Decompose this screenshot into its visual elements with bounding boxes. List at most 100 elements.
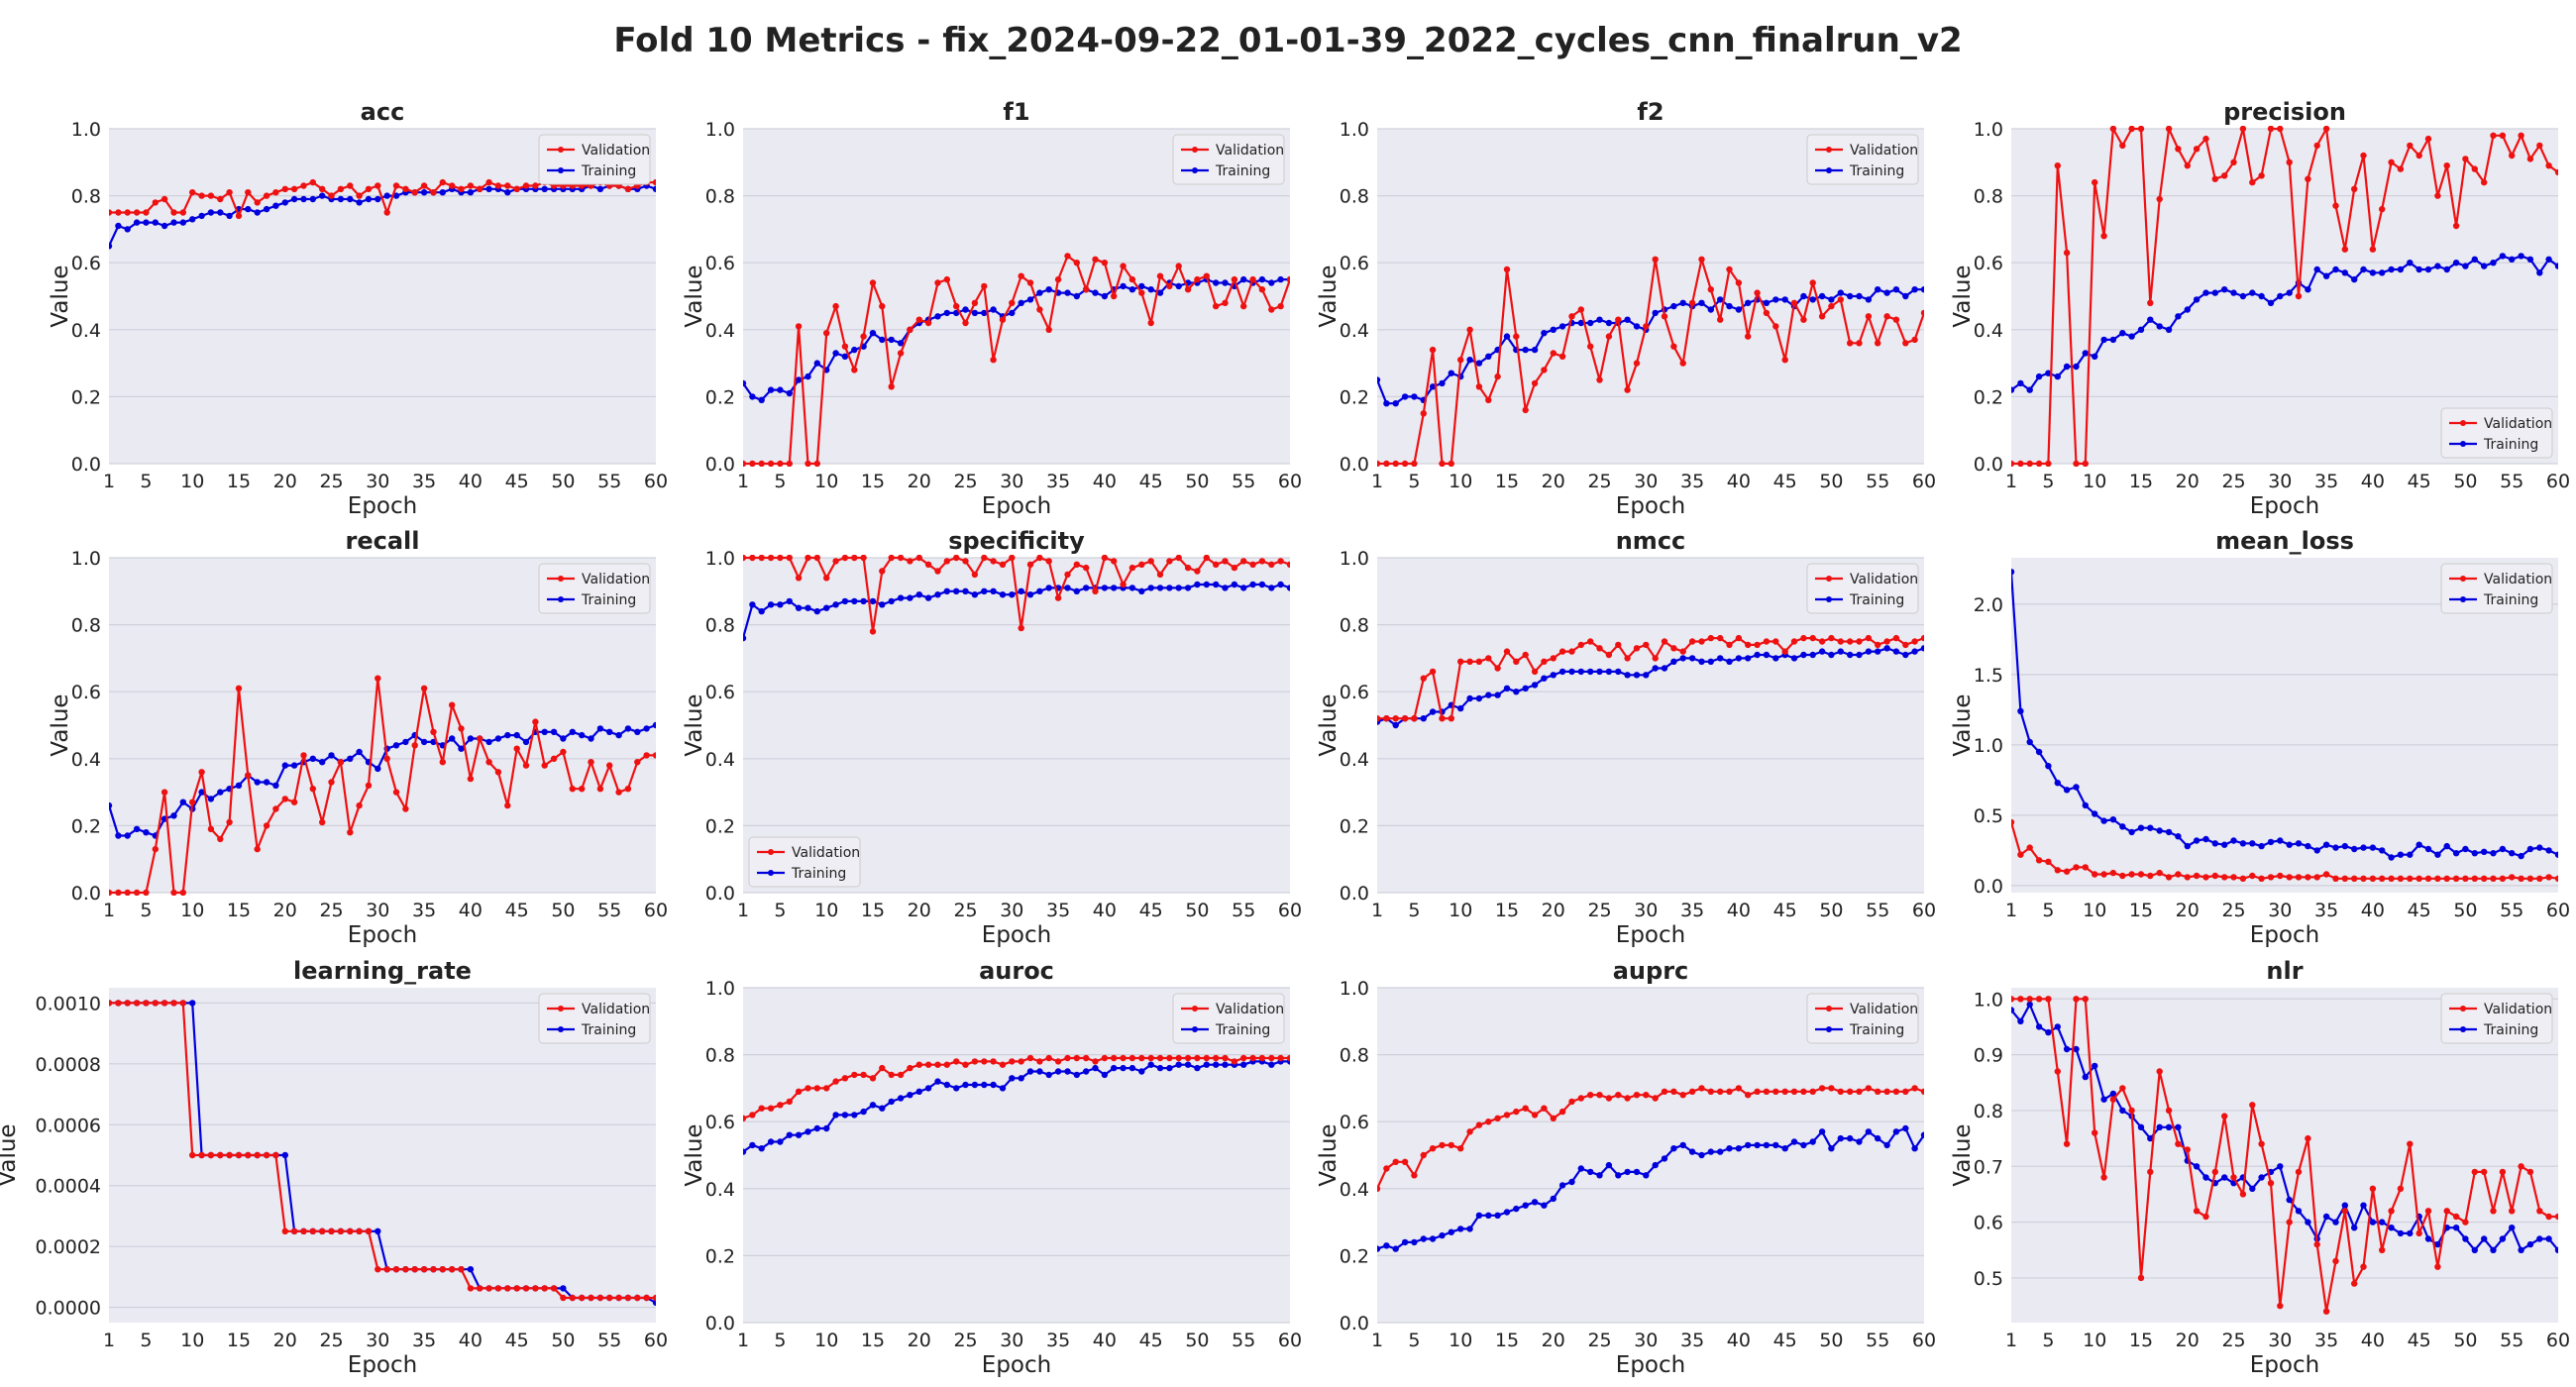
- data-point-training: [934, 313, 941, 320]
- data-point-validation: [1615, 1092, 1622, 1099]
- data-point-training: [179, 219, 186, 226]
- data-point-validation: [2554, 875, 2558, 882]
- x-tick-label: 45: [1773, 471, 1797, 492]
- data-point-training: [1670, 1145, 1677, 1152]
- data-point-validation: [2509, 1208, 2516, 1215]
- data-point-validation: [392, 182, 400, 189]
- y-axis-label: Value: [682, 694, 707, 756]
- data-point-validation: [430, 189, 437, 196]
- data-point-validation: [254, 1151, 261, 1159]
- x-tick-label: 40: [1093, 1330, 1117, 1351]
- data-point-training: [971, 1081, 979, 1089]
- panel-specificity: 0.00.20.40.60.81.01 5 10 15 20 25 30 35 40 45 50 55…: [682, 527, 1302, 948]
- data-point-training: [2054, 1023, 2061, 1030]
- data-point-validation: [2156, 1068, 2163, 1075]
- x-tick-label: 40: [2361, 1330, 2385, 1351]
- data-point-validation: [1249, 1054, 1256, 1062]
- data-point-training: [1587, 319, 1594, 327]
- data-point-validation: [300, 752, 307, 759]
- data-point-training: [2128, 333, 2135, 340]
- data-point-training: [2545, 847, 2552, 854]
- data-point-validation: [1661, 1088, 1668, 1096]
- data-point-training: [272, 202, 279, 209]
- data-point-training: [1615, 668, 1622, 676]
- series-group: [2011, 569, 2558, 882]
- data-point-validation: [2332, 202, 2339, 209]
- data-point-validation: [504, 1285, 511, 1292]
- data-point-training: [319, 192, 326, 199]
- data-point-training: [115, 222, 122, 230]
- data-point-training: [805, 373, 811, 380]
- x-tick-label: 10: [1449, 471, 1472, 492]
- data-point-training: [579, 731, 586, 739]
- data-point-validation: [439, 1266, 446, 1273]
- data-point-validation: [2073, 460, 2080, 467]
- data-point-validation: [1194, 1054, 1201, 1062]
- data-point-training: [1911, 286, 1918, 293]
- data-point-validation: [1156, 571, 1164, 579]
- data-point-validation: [115, 1000, 122, 1007]
- data-point-validation: [1531, 379, 1539, 387]
- data-point-training: [1726, 658, 1733, 665]
- data-point-training: [1883, 645, 1890, 652]
- data-point-training: [2443, 266, 2450, 273]
- data-point-validation: [1494, 1115, 1501, 1122]
- data-point-training: [1679, 299, 1686, 306]
- data-point-validation: [1772, 323, 1779, 330]
- data-point-training: [1258, 275, 1266, 283]
- data-point-validation: [179, 209, 186, 216]
- data-point-training: [652, 1299, 656, 1306]
- data-point-validation: [281, 1227, 288, 1235]
- x-axis-label: Epoch: [1616, 493, 1685, 519]
- data-point-training: [2286, 289, 2293, 296]
- data-point-validation: [1781, 357, 1788, 364]
- data-point-training: [2452, 1225, 2460, 1231]
- data-point-training: [2369, 269, 2377, 276]
- data-point-training: [1156, 289, 1164, 296]
- x-tick-label: 40: [459, 471, 483, 492]
- data-point-training: [560, 1285, 567, 1292]
- data-point-validation: [179, 1000, 186, 1007]
- x-tick-label: 15: [2129, 471, 2153, 492]
- data-point-training: [897, 594, 905, 601]
- x-tick-label: 20: [1542, 1330, 1565, 1351]
- data-point-validation: [1883, 1088, 1890, 1096]
- data-point-validation: [2193, 146, 2200, 153]
- data-point-training: [2202, 1174, 2209, 1181]
- data-point-validation: [915, 1061, 922, 1068]
- data-point-validation: [1083, 286, 1090, 293]
- y-tick-label: 0.8: [1974, 1101, 2003, 1122]
- data-point-validation: [1420, 1151, 1428, 1159]
- data-point-training: [1892, 648, 1900, 655]
- data-point-validation: [1222, 299, 1229, 306]
- data-point-training: [1401, 393, 1409, 400]
- data-point-validation: [1550, 655, 1557, 662]
- data-point-training: [309, 755, 316, 762]
- data-point-validation: [1558, 1108, 1566, 1116]
- data-point-training: [2481, 263, 2488, 269]
- data-point-training: [869, 1102, 877, 1109]
- series-group: [1377, 256, 1924, 467]
- data-point-validation: [2277, 872, 2284, 880]
- data-point-training: [1147, 585, 1154, 591]
- data-point-validation: [2305, 175, 2311, 182]
- data-point-training: [749, 393, 756, 400]
- x-tick-label: 20: [908, 471, 931, 492]
- x-tick-label: 45: [1139, 1330, 1163, 1351]
- data-point-training: [2415, 841, 2422, 848]
- x-tick-label: 60: [1912, 900, 1936, 921]
- x-tick-label: 15: [861, 1330, 885, 1351]
- data-point-validation: [1596, 645, 1603, 652]
- data-point-validation: [1605, 651, 1613, 659]
- data-point-training: [245, 205, 252, 213]
- data-point-validation: [1856, 638, 1863, 645]
- data-point-training: [1772, 1141, 1779, 1149]
- y-tick-label: 0.6: [705, 253, 735, 274]
- data-point-validation: [777, 1102, 784, 1109]
- series-group: [2011, 126, 2558, 467]
- data-point-training: [1231, 581, 1238, 588]
- data-point-validation: [2295, 874, 2303, 881]
- data-point-validation: [749, 460, 756, 467]
- y-tick-label: 0.6: [1340, 682, 1369, 703]
- legend-label-validation: Validation: [2484, 1002, 2552, 1017]
